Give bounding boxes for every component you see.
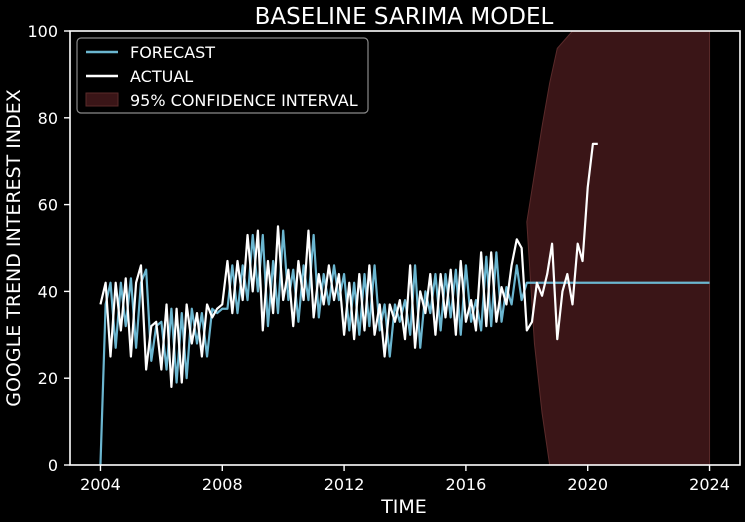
confidence-interval-band [526, 31, 711, 465]
legend-confidence-interval-swatch [85, 92, 119, 107]
plot-area [99, 31, 711, 465]
y-axis-title: GOOGLE TREND INTEREST INDEX [3, 89, 25, 407]
x-tick-label: 2020 [567, 475, 608, 494]
legend-actual-label: ACTUAL [130, 67, 193, 86]
x-tick-label: 2016 [446, 475, 487, 494]
series-line-actual [99, 142, 598, 388]
y-tick-label: 0 [48, 456, 58, 475]
y-tick-label: 60 [38, 196, 58, 215]
chart-title: BASELINE SARIMA MODEL [255, 4, 554, 30]
y-tick-label: 40 [38, 282, 58, 301]
axes: 2004 2008 2012 2016 2020 2024 0 20 40 60 80 100 [27, 22, 741, 494]
y-tick-label: 20 [38, 369, 58, 388]
legend-forecast-label: FORECAST [130, 43, 215, 62]
plot-frame [69, 30, 741, 466]
legend-confidence-interval-label: 95% CONFIDENCE INTERVAL [130, 91, 358, 110]
legend: FORECAST ACTUAL 95% CONFIDENCE INTERVAL [76, 37, 369, 114]
y-tick-label: 100 [27, 22, 58, 41]
series-line-forecast [99, 229, 710, 465]
x-axis-title: TIME [380, 496, 427, 518]
y-tick-label: 80 [38, 109, 58, 128]
x-tick-label: 2024 [689, 475, 730, 494]
legend-box [76, 37, 369, 114]
x-tick-label: 2004 [80, 475, 121, 494]
x-tick-label: 2008 [202, 475, 243, 494]
x-tick-label: 2012 [324, 475, 365, 494]
